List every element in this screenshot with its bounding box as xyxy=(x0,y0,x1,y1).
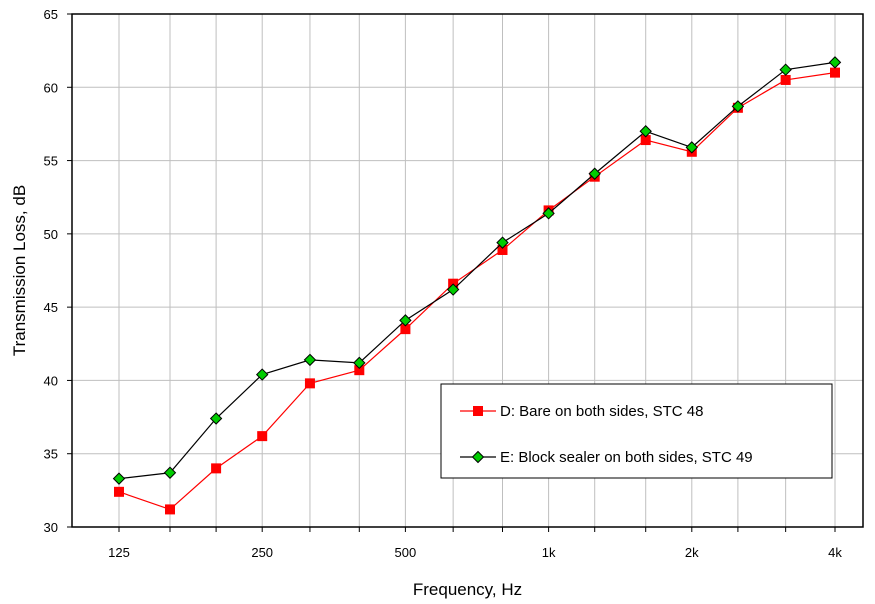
series-1-point-9 xyxy=(542,207,555,220)
series-0-point-8 xyxy=(497,244,508,255)
x-tick-label-5: 4k xyxy=(828,545,842,560)
series-0-point-5 xyxy=(354,365,365,376)
legend-entry-d: D: Bare on both sides, STC 48 xyxy=(460,403,703,420)
legend-marker-e xyxy=(471,450,485,464)
x-axis-ticks: 125 250 500 1k 2k 4k xyxy=(108,527,842,560)
legend-label-d: D: Bare on both sides, STC 48 xyxy=(500,403,703,420)
series-1-point-15 xyxy=(828,56,842,69)
x-tick-label-3: 1k xyxy=(542,545,556,560)
y-tick-label-6: 60 xyxy=(44,80,58,95)
series-0-point-4 xyxy=(304,378,315,389)
y-tick-label-5: 55 xyxy=(44,154,58,169)
series-0-point-1 xyxy=(164,504,175,515)
series-1 xyxy=(112,56,842,485)
y-axis-ticks: 30 35 40 45 50 55 60 65 xyxy=(44,7,72,535)
series-1-point-6 xyxy=(399,314,412,327)
y-tick-label-4: 50 xyxy=(44,227,58,242)
x-tick-label-2: 500 xyxy=(395,545,417,560)
series-line-1 xyxy=(118,61,836,480)
y-tick-label-0: 30 xyxy=(44,520,58,535)
series-1-point-11 xyxy=(639,125,652,138)
x-axis-title: Frequency, Hz xyxy=(413,580,522,599)
series-1-point-4 xyxy=(303,353,317,367)
series-1-point-12 xyxy=(685,141,699,154)
series-1-point-14 xyxy=(779,63,792,76)
series-1-point-13 xyxy=(731,100,745,113)
plot-area xyxy=(71,13,864,528)
series-1-point-7 xyxy=(446,283,460,296)
series-1-point-0 xyxy=(112,472,126,485)
y-axis-title: Transmission Loss, dB xyxy=(10,185,29,356)
x-tick-label-1: 250 xyxy=(251,545,273,560)
legend-label-e: E: Block sealer on both sides, STC 49 xyxy=(500,449,753,466)
series-1-point-10 xyxy=(588,167,601,180)
legend-entry-e: E: Block sealer on both sides, STC 49 xyxy=(460,449,753,466)
y-tick-label-3: 45 xyxy=(44,300,58,315)
legend-marker-d xyxy=(473,406,483,416)
series-1-point-2 xyxy=(209,412,223,425)
series-1-point-3 xyxy=(255,368,269,381)
series-0-point-2 xyxy=(211,463,222,474)
x-tick-label-4: 2k xyxy=(685,545,699,560)
series-0-point-3 xyxy=(257,431,268,442)
series-1-point-5 xyxy=(353,356,366,370)
y-tick-label-1: 35 xyxy=(44,447,58,462)
series-0-point-14 xyxy=(780,74,791,85)
x-tick-label-0: 125 xyxy=(108,545,130,560)
y-tick-label-2: 40 xyxy=(44,373,58,388)
series xyxy=(112,56,842,515)
series-1-point-8 xyxy=(496,236,509,249)
legend-box xyxy=(440,383,833,479)
series-1-point-1 xyxy=(163,466,177,479)
series-0-point-11 xyxy=(640,135,651,146)
series-0-point-0 xyxy=(114,486,124,497)
series-0-point-15 xyxy=(830,67,840,78)
legend: D: Bare on both sides, STC 48 E: Block s… xyxy=(440,383,833,479)
series-0-point-6 xyxy=(400,324,411,335)
y-tick-label-7: 65 xyxy=(44,7,58,22)
